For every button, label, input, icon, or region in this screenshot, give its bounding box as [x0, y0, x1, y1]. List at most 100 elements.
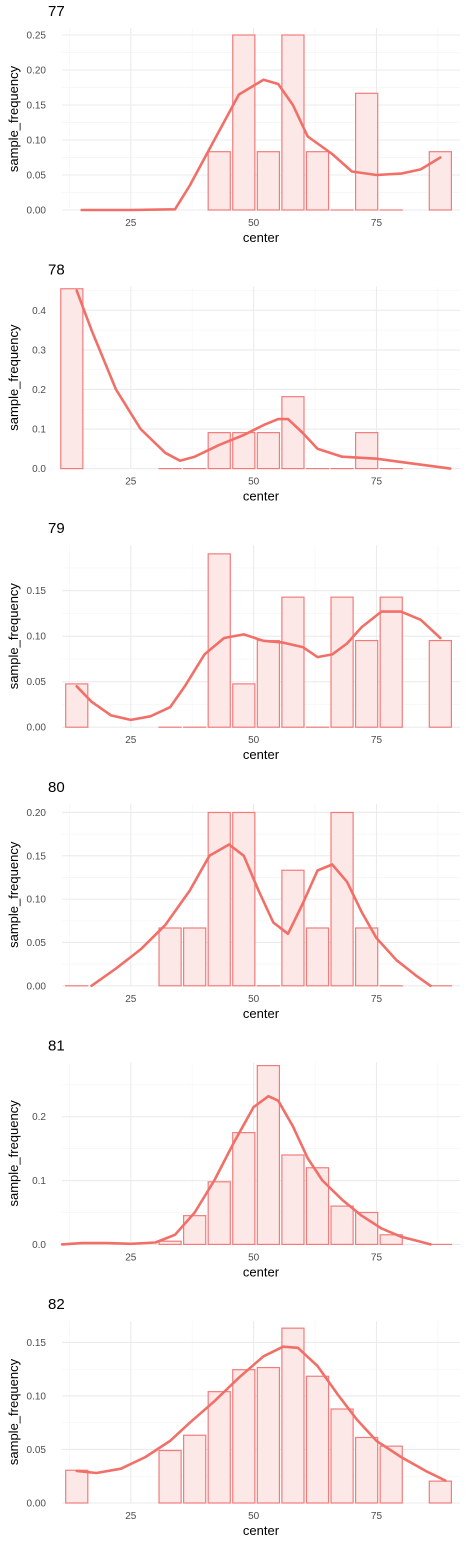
- panel-title: 80: [48, 779, 65, 796]
- panel-title: 78: [48, 262, 65, 279]
- histogram-bar: [305, 927, 330, 987]
- x-tick-label: 50: [248, 735, 260, 746]
- histogram-bar: [281, 34, 305, 211]
- x-tick-label: 75: [371, 1511, 383, 1522]
- panel-title: 81: [48, 1037, 65, 1054]
- y-tick-label: 0.10: [27, 1391, 47, 1402]
- x-tick-label: 75: [371, 218, 383, 229]
- panel-title: 82: [48, 1296, 65, 1313]
- histogram-bar: [281, 1327, 305, 1504]
- panel-81: 25 50 75 0.0 0.1 0.2 81 center sample_frequency: [6, 1037, 460, 1279]
- y-tick-label: 0.10: [27, 632, 47, 643]
- x-tick-label: 25: [125, 735, 137, 746]
- histogram-bar: [379, 1234, 403, 1245]
- histogram-bar: [330, 1205, 354, 1246]
- x-tick-label: 25: [125, 1511, 137, 1522]
- histogram-bar: [256, 639, 281, 728]
- histogram-bar: [232, 811, 256, 987]
- histogram-bar: [256, 432, 281, 470]
- x-axis-title: center: [243, 489, 280, 504]
- histogram-bar: [207, 432, 231, 470]
- histogram-bar: [158, 927, 182, 987]
- y-axis-title: sample_frequency: [6, 1358, 21, 1465]
- y-axis-title: sample_frequency: [6, 324, 21, 431]
- histogram-bar: [207, 811, 231, 987]
- histogram-bar: [256, 151, 281, 211]
- x-axis-title: center: [243, 230, 280, 245]
- y-tick-label: 0.25: [27, 31, 47, 42]
- histogram-bar: [330, 811, 354, 987]
- y-tick-label: 0.0: [32, 1240, 46, 1251]
- y-tick-label: 0.15: [27, 851, 47, 862]
- histogram-bar: [428, 1480, 453, 1504]
- y-tick-label: 0.00: [27, 981, 47, 992]
- histogram-bar: [428, 151, 453, 211]
- x-tick-label: 50: [248, 218, 260, 229]
- histogram-bar: [354, 639, 379, 728]
- histogram-bar: [281, 596, 305, 728]
- histogram-bar: [232, 683, 256, 728]
- histogram-bar: [305, 1167, 330, 1246]
- y-tick-label: 0.05: [27, 171, 47, 182]
- x-tick-label: 50: [248, 994, 260, 1005]
- density-line: [75, 289, 452, 470]
- x-tick-label: 50: [248, 1252, 260, 1263]
- y-tick-label: 0.00: [27, 206, 47, 217]
- y-tick-label: 0.2: [32, 385, 46, 396]
- y-axis-title: sample_frequency: [6, 65, 21, 172]
- histogram-bar: [354, 927, 379, 987]
- histogram-bar: [232, 432, 256, 470]
- x-tick-label: 25: [125, 477, 137, 488]
- histogram-bar: [305, 151, 330, 211]
- y-axis-title: sample_frequency: [6, 841, 21, 948]
- density-line: [90, 843, 432, 988]
- panel-title: 77: [48, 3, 65, 20]
- histogram-bar: [256, 1064, 281, 1246]
- histogram-bar: [158, 1449, 182, 1504]
- y-tick-label: 0.05: [27, 677, 47, 688]
- x-axis-title: center: [243, 1006, 280, 1021]
- x-tick-label: 50: [248, 1511, 260, 1522]
- histogram-bar: [207, 1181, 231, 1245]
- histogram-bar: [428, 639, 453, 728]
- histogram-bar: [65, 683, 89, 728]
- x-tick-label: 75: [371, 477, 383, 488]
- density-line: [60, 1094, 432, 1246]
- panel-80: 25 50 75 0.00 0.05 0.10 0.15 0.20 80 center sample…: [6, 779, 460, 1021]
- y-tick-label: 0.20: [27, 808, 47, 819]
- histogram-bar: [232, 1132, 256, 1246]
- y-tick-label: 0.1: [32, 1176, 46, 1187]
- x-tick-label: 75: [371, 735, 383, 746]
- panel-title: 79: [48, 520, 65, 537]
- histogram-bar: [330, 1408, 354, 1504]
- x-tick-label: 25: [125, 1252, 137, 1263]
- histogram-bar: [158, 1240, 182, 1246]
- y-tick-label: 0.20: [27, 66, 47, 77]
- density-line: [75, 610, 442, 722]
- histogram-bar: [354, 1436, 379, 1504]
- histogram-bar: [379, 596, 403, 728]
- x-tick-label: 25: [125, 994, 137, 1005]
- x-axis-title: center: [243, 1523, 280, 1538]
- histogram-bar: [183, 1434, 207, 1504]
- histogram-bar: [183, 927, 207, 987]
- density-line: [75, 1345, 447, 1482]
- histogram-bar: [354, 92, 379, 211]
- histogram-bar: [281, 869, 305, 987]
- histogram-bar: [232, 34, 256, 211]
- x-tick-label: 75: [371, 994, 383, 1005]
- histogram-bar: [65, 1469, 89, 1504]
- x-tick-label: 75: [371, 1252, 383, 1263]
- y-axis-title: sample_frequency: [6, 583, 21, 690]
- histogram-bar: [379, 1445, 403, 1504]
- panel-82: 25 50 75 0.00 0.05 0.10 0.15 82 center sample_fre…: [6, 1296, 460, 1538]
- y-tick-label: 0.3: [32, 345, 46, 356]
- y-tick-label: 0.15: [27, 1338, 47, 1349]
- x-tick-label: 25: [125, 218, 137, 229]
- panel-78: 25 50 75 0.0 0.1 0.2 0.3 0.4 78 center sample_freq…: [6, 262, 460, 504]
- y-tick-label: 0.05: [27, 938, 47, 949]
- histogram-bar: [60, 288, 84, 470]
